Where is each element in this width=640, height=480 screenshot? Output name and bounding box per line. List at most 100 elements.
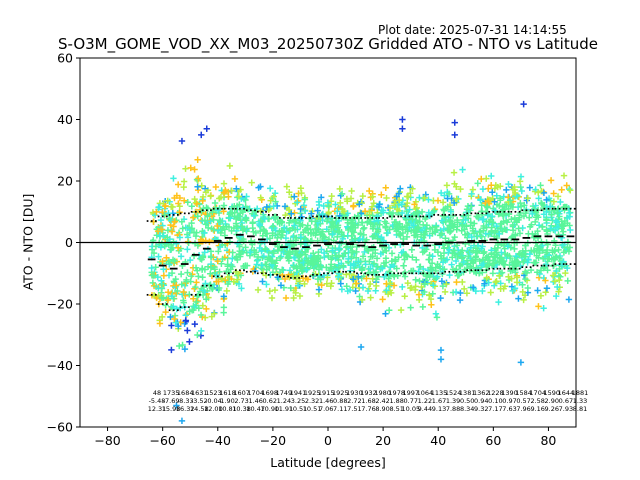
scatter-point bbox=[216, 243, 224, 251]
scatter-point bbox=[517, 209, 524, 217]
scatter-point bbox=[240, 238, 247, 245]
scatter-point bbox=[300, 202, 308, 209]
scatter-point bbox=[207, 264, 215, 271]
scatter-point bbox=[468, 257, 475, 264]
scatter-point bbox=[290, 287, 298, 294]
scatter-point bbox=[561, 217, 569, 225]
scatter-point bbox=[441, 288, 449, 296]
scatter-point bbox=[180, 197, 188, 204]
scatter-point bbox=[348, 187, 355, 195]
bin-stat-label: 1915 bbox=[318, 389, 335, 397]
scatter-point bbox=[186, 256, 194, 264]
scatter-point bbox=[299, 265, 306, 272]
bin-stat-label: 1997 bbox=[403, 389, 420, 397]
scatter-point bbox=[200, 283, 207, 291]
bin-stat-label: 2.90 bbox=[545, 397, 559, 405]
scatter-point bbox=[485, 185, 492, 192]
scatter-point bbox=[373, 213, 380, 220]
scatter-point bbox=[543, 217, 550, 224]
scatter-point bbox=[346, 286, 354, 294]
bin-stat-label: 1.39 bbox=[446, 397, 460, 405]
scatter-point bbox=[173, 282, 180, 289]
scatter-point bbox=[315, 252, 322, 259]
std-marker bbox=[562, 207, 565, 210]
std-marker bbox=[375, 273, 378, 276]
y-tick-label: −20 bbox=[47, 297, 73, 312]
scatter-point bbox=[162, 302, 169, 309]
bin-stat-label: 10.90 bbox=[260, 405, 279, 413]
bin-stat-label: 10.51 bbox=[303, 405, 322, 413]
scatter-point bbox=[177, 270, 185, 278]
scatter-point bbox=[394, 225, 401, 233]
scatter-point bbox=[296, 292, 304, 300]
bin-stat-label: 1644 bbox=[558, 389, 575, 397]
bin-stat-label: 1925 bbox=[304, 389, 321, 397]
scatter-point bbox=[176, 304, 184, 312]
scatter-point bbox=[535, 303, 542, 310]
scatter-point bbox=[403, 193, 411, 200]
std-marker bbox=[364, 217, 367, 219]
std-marker bbox=[466, 269, 469, 272]
std-marker bbox=[256, 272, 259, 275]
scatter-point bbox=[357, 231, 364, 238]
scatter-point bbox=[249, 224, 256, 232]
scatter-point bbox=[261, 215, 268, 223]
scatter-point bbox=[167, 217, 175, 224]
scatter-point bbox=[443, 280, 450, 288]
scatter-point bbox=[505, 180, 512, 188]
bin-stat-label: 1381 bbox=[459, 389, 476, 397]
scatter-point bbox=[399, 223, 406, 230]
scatter-point bbox=[437, 189, 445, 197]
std-marker bbox=[320, 215, 323, 218]
scatter-point bbox=[565, 248, 573, 255]
scatter-point bbox=[355, 258, 362, 265]
scatter-point bbox=[182, 165, 189, 172]
scatter-point bbox=[512, 252, 520, 260]
std-marker bbox=[210, 284, 212, 287]
scatter-point bbox=[283, 228, 290, 235]
y-axis: −60 −40 −20 0 20 40 60 bbox=[47, 51, 80, 435]
scatter-point bbox=[332, 252, 340, 259]
bin-stat-label: 7.51 bbox=[347, 405, 361, 413]
std-marker bbox=[205, 209, 208, 212]
scatter-point bbox=[497, 183, 504, 190]
scatter-point bbox=[409, 185, 416, 192]
std-marker bbox=[154, 220, 157, 222]
std-marker bbox=[565, 263, 568, 265]
scatter-point bbox=[522, 253, 529, 260]
scatter-point bbox=[270, 203, 277, 210]
scatter-point bbox=[534, 227, 541, 235]
scatter-point bbox=[566, 209, 573, 217]
outlier-point bbox=[203, 125, 210, 132]
scatter-point bbox=[480, 260, 487, 268]
scatter-point bbox=[325, 252, 332, 260]
scatter-point bbox=[445, 190, 453, 198]
x-tick-label: 0 bbox=[324, 433, 332, 448]
scatter-point bbox=[327, 223, 335, 231]
scatter-point bbox=[374, 235, 381, 242]
std-marker bbox=[150, 220, 153, 222]
y-tick-label: 60 bbox=[57, 51, 73, 66]
outlier-point bbox=[399, 116, 406, 123]
scatter-point bbox=[415, 268, 422, 275]
scatter-point bbox=[502, 226, 510, 233]
outlier-point bbox=[357, 343, 365, 351]
scatter-point bbox=[239, 227, 247, 234]
scatter-point bbox=[173, 240, 180, 247]
scatter-point bbox=[234, 240, 241, 247]
outlier-point bbox=[451, 131, 458, 139]
scatter-point bbox=[547, 177, 555, 184]
std-marker bbox=[437, 214, 440, 216]
scatter-point bbox=[542, 289, 549, 296]
std-marker bbox=[430, 272, 433, 275]
scatter-point bbox=[155, 253, 162, 260]
std-marker bbox=[188, 212, 190, 215]
scatter-point bbox=[419, 248, 427, 256]
bin-stat-label: 8.90 bbox=[375, 405, 389, 413]
scatter-point bbox=[297, 205, 304, 213]
scatter-point bbox=[550, 190, 557, 197]
std-marker bbox=[278, 275, 281, 278]
scatter-point bbox=[204, 224, 212, 232]
scatter-point bbox=[336, 228, 343, 235]
scatter-point bbox=[448, 261, 455, 268]
